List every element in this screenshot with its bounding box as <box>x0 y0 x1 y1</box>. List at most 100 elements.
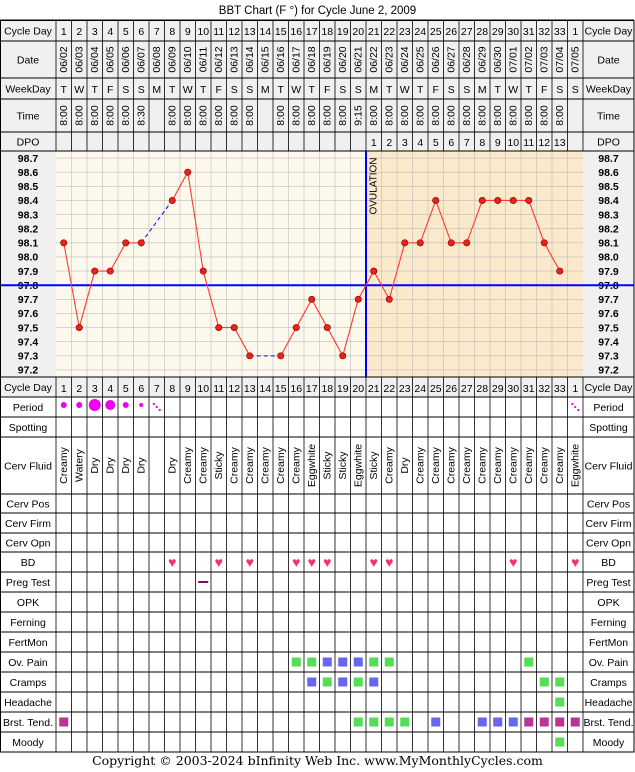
time-label: 8:00 <box>507 105 519 126</box>
cycle-day-number: 19 <box>337 26 349 38</box>
cerv-fluid-label: Creamy <box>538 446 550 484</box>
temp-point <box>385 295 393 303</box>
date-label: 06/13 <box>228 46 240 72</box>
date-label: 06/25 <box>414 46 426 72</box>
temp-point <box>494 196 502 204</box>
cycle-day-number: 7 <box>154 26 160 38</box>
bd-heart-icon: ♥ <box>215 554 223 570</box>
date-label: 06/04 <box>89 46 101 72</box>
symptom-square <box>508 717 518 727</box>
symptom-square <box>555 717 565 727</box>
time-label: 8:00 <box>461 105 473 126</box>
dpo-label: 13 <box>554 137 566 149</box>
time-label: 8:00 <box>290 105 302 126</box>
date-label: 06/27 <box>445 46 457 72</box>
temp-segment <box>388 242 406 300</box>
period-spotting-dot <box>571 402 574 406</box>
symptom-square <box>524 657 534 667</box>
temp-segment <box>63 242 80 328</box>
symptom-square <box>384 657 394 667</box>
time-label: 8:00 <box>89 105 101 126</box>
cycle-day-number: 24 <box>414 26 426 38</box>
cerv-fluid-label: Sticky <box>368 451 380 480</box>
temp-segment <box>543 242 561 272</box>
y-tick-label-right: 98.3 <box>598 209 619 221</box>
weekday-label: S <box>572 84 579 96</box>
cycle-day-number: 5 <box>123 383 129 395</box>
time-label: 8:00 <box>120 105 132 126</box>
header-row-bg <box>0 99 634 132</box>
cycle-day-number: 22 <box>383 383 395 395</box>
dpo-label: 9 <box>495 137 501 149</box>
row-label-left: Brst. Tend. <box>3 717 53 729</box>
row-label-left: Spotting <box>9 422 48 434</box>
temp-segment <box>280 327 297 357</box>
date-label: 06/17 <box>290 46 302 72</box>
temp-point <box>463 239 471 247</box>
row-label-right: Preg Test <box>586 577 630 589</box>
date-label: 07/02 <box>523 46 535 72</box>
temp-point <box>60 239 68 247</box>
weekday-label: F <box>216 84 222 96</box>
weekday-label: W <box>74 84 84 96</box>
temp-point <box>292 324 300 332</box>
bd-heart-icon: ♥ <box>370 554 378 570</box>
temp-point <box>230 324 238 332</box>
row-label-right: Spotting <box>589 422 628 434</box>
row-label-left: Cycle Day <box>4 25 53 37</box>
symptom-square <box>493 717 503 727</box>
date-label: 06/08 <box>151 46 163 72</box>
bd-heart-icon: ♥ <box>571 554 579 570</box>
row-label-right: Cycle Day <box>585 25 634 37</box>
row-label-left: Cramps <box>10 677 47 689</box>
y-tick-label-right: 97.3 <box>598 351 619 363</box>
cycle-day-number: 33 <box>554 26 566 38</box>
date-label: 07/03 <box>538 46 550 72</box>
cycle-day-number: 9 <box>185 26 191 38</box>
row-label-right: Ferning <box>591 617 627 629</box>
dpo-label: 12 <box>538 137 550 149</box>
cycle-day-number: 12 <box>228 383 240 395</box>
symptom-square <box>338 677 348 687</box>
bd-heart-icon: ♥ <box>385 554 393 570</box>
weekday-label: S <box>448 84 455 96</box>
date-label: 06/26 <box>430 46 442 72</box>
time-label: 8:00 <box>197 105 209 126</box>
cycle-day-number: 16 <box>290 383 302 395</box>
weekday-label: S <box>463 84 470 96</box>
row-label-left: Cerv Firm <box>5 518 51 530</box>
weekday-label: S <box>231 84 238 96</box>
date-label: 06/24 <box>399 46 411 72</box>
row-label-left: Period <box>13 402 44 414</box>
cycle-day-number: 23 <box>399 383 411 395</box>
y-tick-label-left: 97.5 <box>18 322 39 334</box>
time-label: 8:00 <box>476 105 488 126</box>
time-label: 8:00 <box>445 105 457 126</box>
temp-point <box>323 324 331 332</box>
date-label: 06/03 <box>73 46 85 72</box>
period-dot <box>88 399 101 411</box>
temp-point <box>308 295 316 303</box>
cycle-day-number: 31 <box>523 383 535 395</box>
cycle-day-number: 4 <box>107 383 113 395</box>
weekday-label: F <box>433 84 439 96</box>
symptom-square <box>369 657 379 667</box>
cycle-day-number: 32 <box>538 383 550 395</box>
header-row-bg <box>0 78 634 99</box>
row-label-right: Cycle Day <box>585 382 634 394</box>
symptom-square <box>539 717 549 727</box>
cycle-day-number: 27 <box>461 383 473 395</box>
y-tick-label-right: 97.6 <box>598 308 619 320</box>
date-label: 06/20 <box>337 46 349 72</box>
y-tick-label-left: 98.1 <box>18 238 39 250</box>
symptom-square <box>555 697 565 707</box>
temp-point <box>91 267 99 275</box>
cycle-day-number: 21 <box>368 26 380 38</box>
cerv-fluid-label: Dry <box>120 457 132 474</box>
header-row-bg <box>0 41 634 78</box>
cycle-day-number: 32 <box>538 26 550 38</box>
temp-segment <box>528 200 545 244</box>
cycle-day-number: 30 <box>507 26 519 38</box>
bd-heart-icon: ♥ <box>246 554 254 570</box>
cycle-day-number: 15 <box>275 26 287 38</box>
